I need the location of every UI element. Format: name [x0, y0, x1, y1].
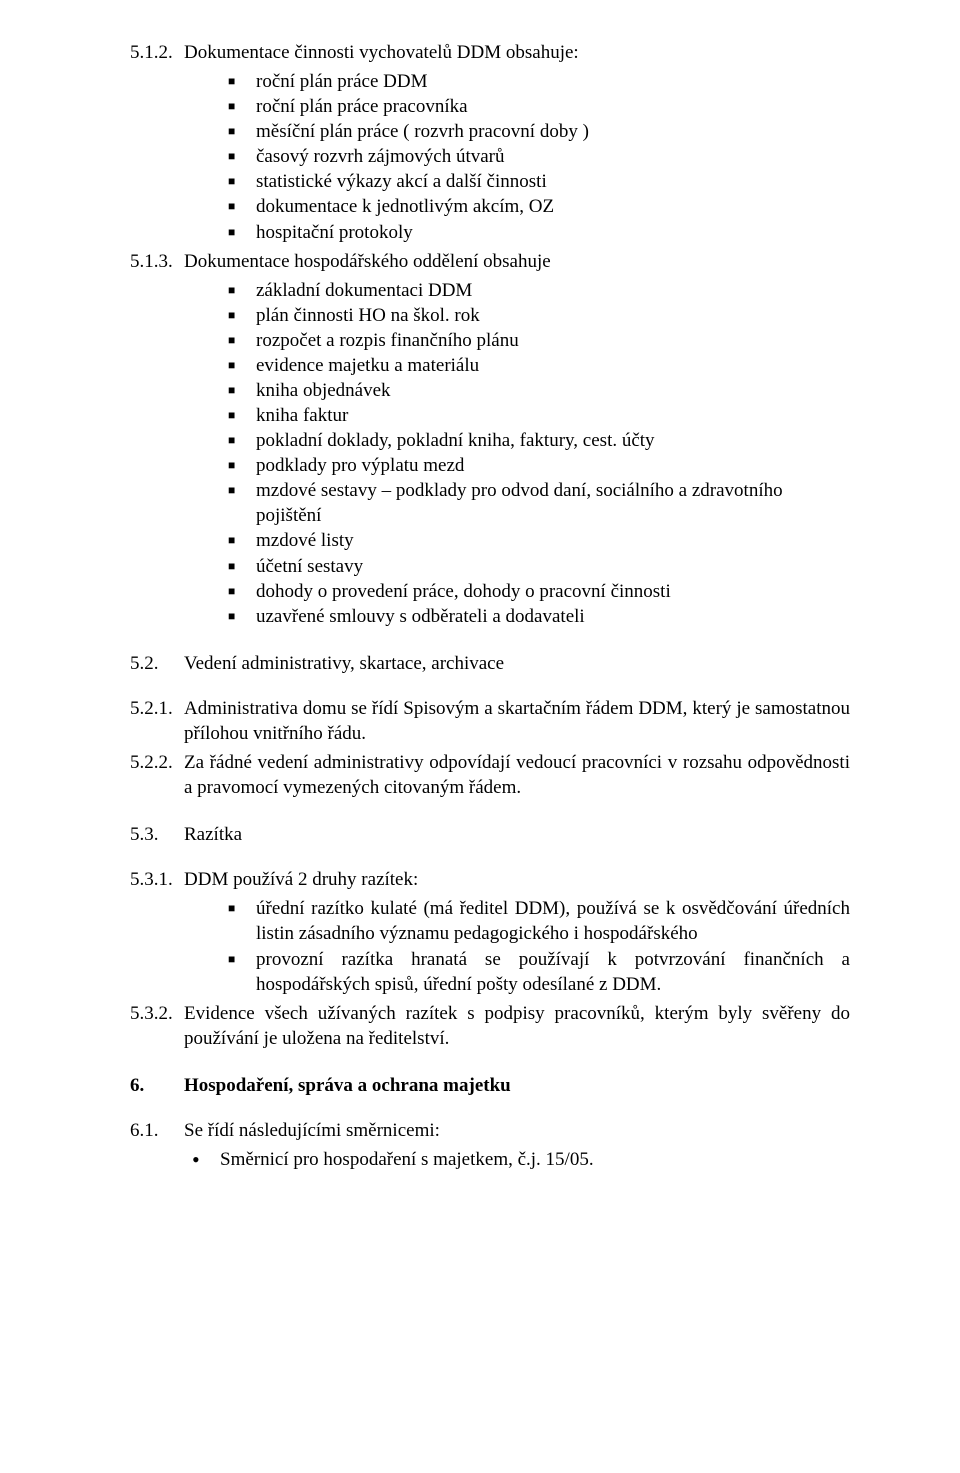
list-item: plán činnosti HO na škol. rok	[228, 303, 850, 328]
para-text: Za řádné vedení administrativy odpovídaj…	[184, 750, 850, 800]
spacer	[130, 857, 850, 867]
list-5-1-2: roční plán práce DDM roční plán práce pr…	[130, 69, 850, 245]
para-number: 5.2.1.	[130, 696, 184, 721]
para-text: Evidence všech užívaných razítek s podpi…	[184, 1001, 850, 1051]
section-number: 5.2.	[130, 651, 184, 676]
list-item: časový rozvrh zájmových útvarů	[228, 144, 850, 169]
list-item: úřední razítko kulaté (má ředitel DDM), …	[228, 896, 850, 946]
list-item: uzavřené smlouvy s odběrateli a dodavate…	[228, 604, 850, 629]
spacer	[130, 686, 850, 696]
para-number: 6.1.	[130, 1118, 184, 1143]
section-6: 6. Hospodaření, správa a ochrana majetku	[130, 1073, 850, 1098]
list-item: roční plán práce DDM	[228, 69, 850, 94]
para-text: Administrativa domu se řídí Spisovým a s…	[184, 696, 850, 746]
section-5-3: 5.3. Razítka	[130, 822, 850, 847]
para-5-2-2: 5.2.2. Za řádné vedení administrativy od…	[130, 750, 850, 800]
section-5-2: 5.2. Vedení administrativy, skartace, ar…	[130, 651, 850, 676]
list-item: Směrnicí pro hospodaření s majetkem, č.j…	[192, 1147, 850, 1172]
list-item: základní dokumentaci DDM	[228, 278, 850, 303]
section-title: Hospodaření, správa a ochrana majetku	[184, 1073, 850, 1098]
para-5-1-3: 5.1.3. Dokumentace hospodářského oddělen…	[130, 249, 850, 274]
para-5-2-1: 5.2.1. Administrativa domu se řídí Spiso…	[130, 696, 850, 746]
para-text: Dokumentace činnosti vychovatelů DDM obs…	[184, 40, 850, 65]
para-6-1: 6.1. Se řídí následujícími směrnicemi:	[130, 1118, 850, 1143]
para-text: DDM používá 2 druhy razítek:	[184, 867, 850, 892]
list-item: pokladní doklady, pokladní kniha, faktur…	[228, 428, 850, 453]
list-item: dohody o provedení práce, dohody o praco…	[228, 579, 850, 604]
list-item: mzdové sestavy – podklady pro odvod daní…	[228, 478, 850, 528]
list-item: hospitační protokoly	[228, 220, 850, 245]
section-number: 5.3.	[130, 822, 184, 847]
para-number: 5.3.2.	[130, 1001, 184, 1026]
list-item: kniha objednávek	[228, 378, 850, 403]
list-item: evidence majetku a materiálu	[228, 353, 850, 378]
para-text: Dokumentace hospodářského oddělení obsah…	[184, 249, 850, 274]
list-item: provozní razítka hranatá se používají k …	[228, 947, 850, 997]
list-item: statistické výkazy akcí a další činnosti	[228, 169, 850, 194]
spacer	[130, 1108, 850, 1118]
section-title: Vedení administrativy, skartace, archiva…	[184, 651, 850, 676]
list-item: roční plán práce pracovníka	[228, 94, 850, 119]
para-number: 5.1.2.	[130, 40, 184, 65]
list-item: kniha faktur	[228, 403, 850, 428]
list-5-3-1: úřední razítko kulaté (má ředitel DDM), …	[130, 896, 850, 996]
list-item: mzdové listy	[228, 528, 850, 553]
para-text: Se řídí následujícími směrnicemi:	[184, 1118, 850, 1143]
para-number: 5.2.2.	[130, 750, 184, 775]
section-number: 6.	[130, 1073, 184, 1098]
list-6-1: Směrnicí pro hospodaření s majetkem, č.j…	[130, 1147, 850, 1172]
para-5-3-2: 5.3.2. Evidence všech užívaných razítek …	[130, 1001, 850, 1051]
list-item: rozpočet a rozpis finančního plánu	[228, 328, 850, 353]
list-item: měsíční plán práce ( rozvrh pracovní dob…	[228, 119, 850, 144]
para-number: 5.1.3.	[130, 249, 184, 274]
para-5-1-2: 5.1.2. Dokumentace činnosti vychovatelů …	[130, 40, 850, 65]
document-page: 5.1.2. Dokumentace činnosti vychovatelů …	[0, 0, 960, 1473]
list-item: účetní sestavy	[228, 554, 850, 579]
para-5-3-1: 5.3.1. DDM používá 2 druhy razítek:	[130, 867, 850, 892]
section-title: Razítka	[184, 822, 850, 847]
list-5-1-3: základní dokumentaci DDM plán činnosti H…	[130, 278, 850, 629]
list-item: dokumentace k jednotlivým akcím, OZ	[228, 194, 850, 219]
para-number: 5.3.1.	[130, 867, 184, 892]
list-item: podklady pro výplatu mezd	[228, 453, 850, 478]
